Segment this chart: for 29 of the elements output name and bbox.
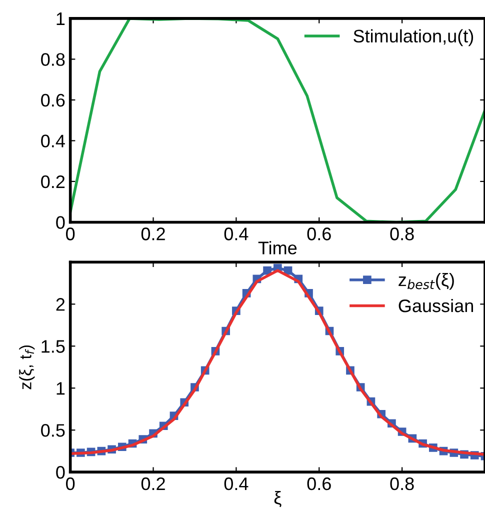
y-tick-label: 1: [56, 12, 65, 25]
legend-label: Gaussian: [398, 298, 473, 312]
x-axis-title: Time: [258, 241, 297, 254]
y-tick-label: 0.5: [41, 424, 65, 437]
legend-label: z$_{best}$(ξ): [398, 272, 454, 290]
x-tick-label: 0: [66, 477, 75, 490]
y-tick-label: 0: [56, 466, 65, 479]
x-tick-label: 0.8: [390, 228, 414, 240]
y-tick-label: 1.5: [42, 340, 65, 353]
y-tick-label: 0.2: [41, 175, 65, 188]
y-tick-label: 0.8: [41, 53, 65, 66]
x-tick-label: 0.6: [307, 477, 331, 490]
y-tick-label: 1: [56, 382, 65, 395]
x-tick-label: 0.4: [224, 228, 248, 240]
x-tick-label: 0.8: [390, 477, 414, 490]
x-tick-label: 0.6: [307, 228, 331, 240]
x-tick-label: 0: [66, 228, 75, 240]
x-tick-label: 0.2: [141, 477, 165, 490]
point: [263, 266, 272, 275]
x-axis-title: ξ: [274, 490, 282, 508]
x-tick-label: 0.4: [224, 477, 248, 490]
x-tick-label: 0.2: [141, 228, 165, 240]
y-tick-label: 2: [56, 298, 65, 311]
legend-label: Stimulation,u(t): [354, 29, 474, 46]
line-series: [70, 18, 485, 222]
y-tick-label: 0.4: [41, 134, 65, 148]
y-axis-title: z(ξ, t$_{f}$): [19, 345, 35, 390]
y-tick-label: 0.6: [41, 94, 65, 107]
y-tick-label: 0: [56, 216, 65, 229]
